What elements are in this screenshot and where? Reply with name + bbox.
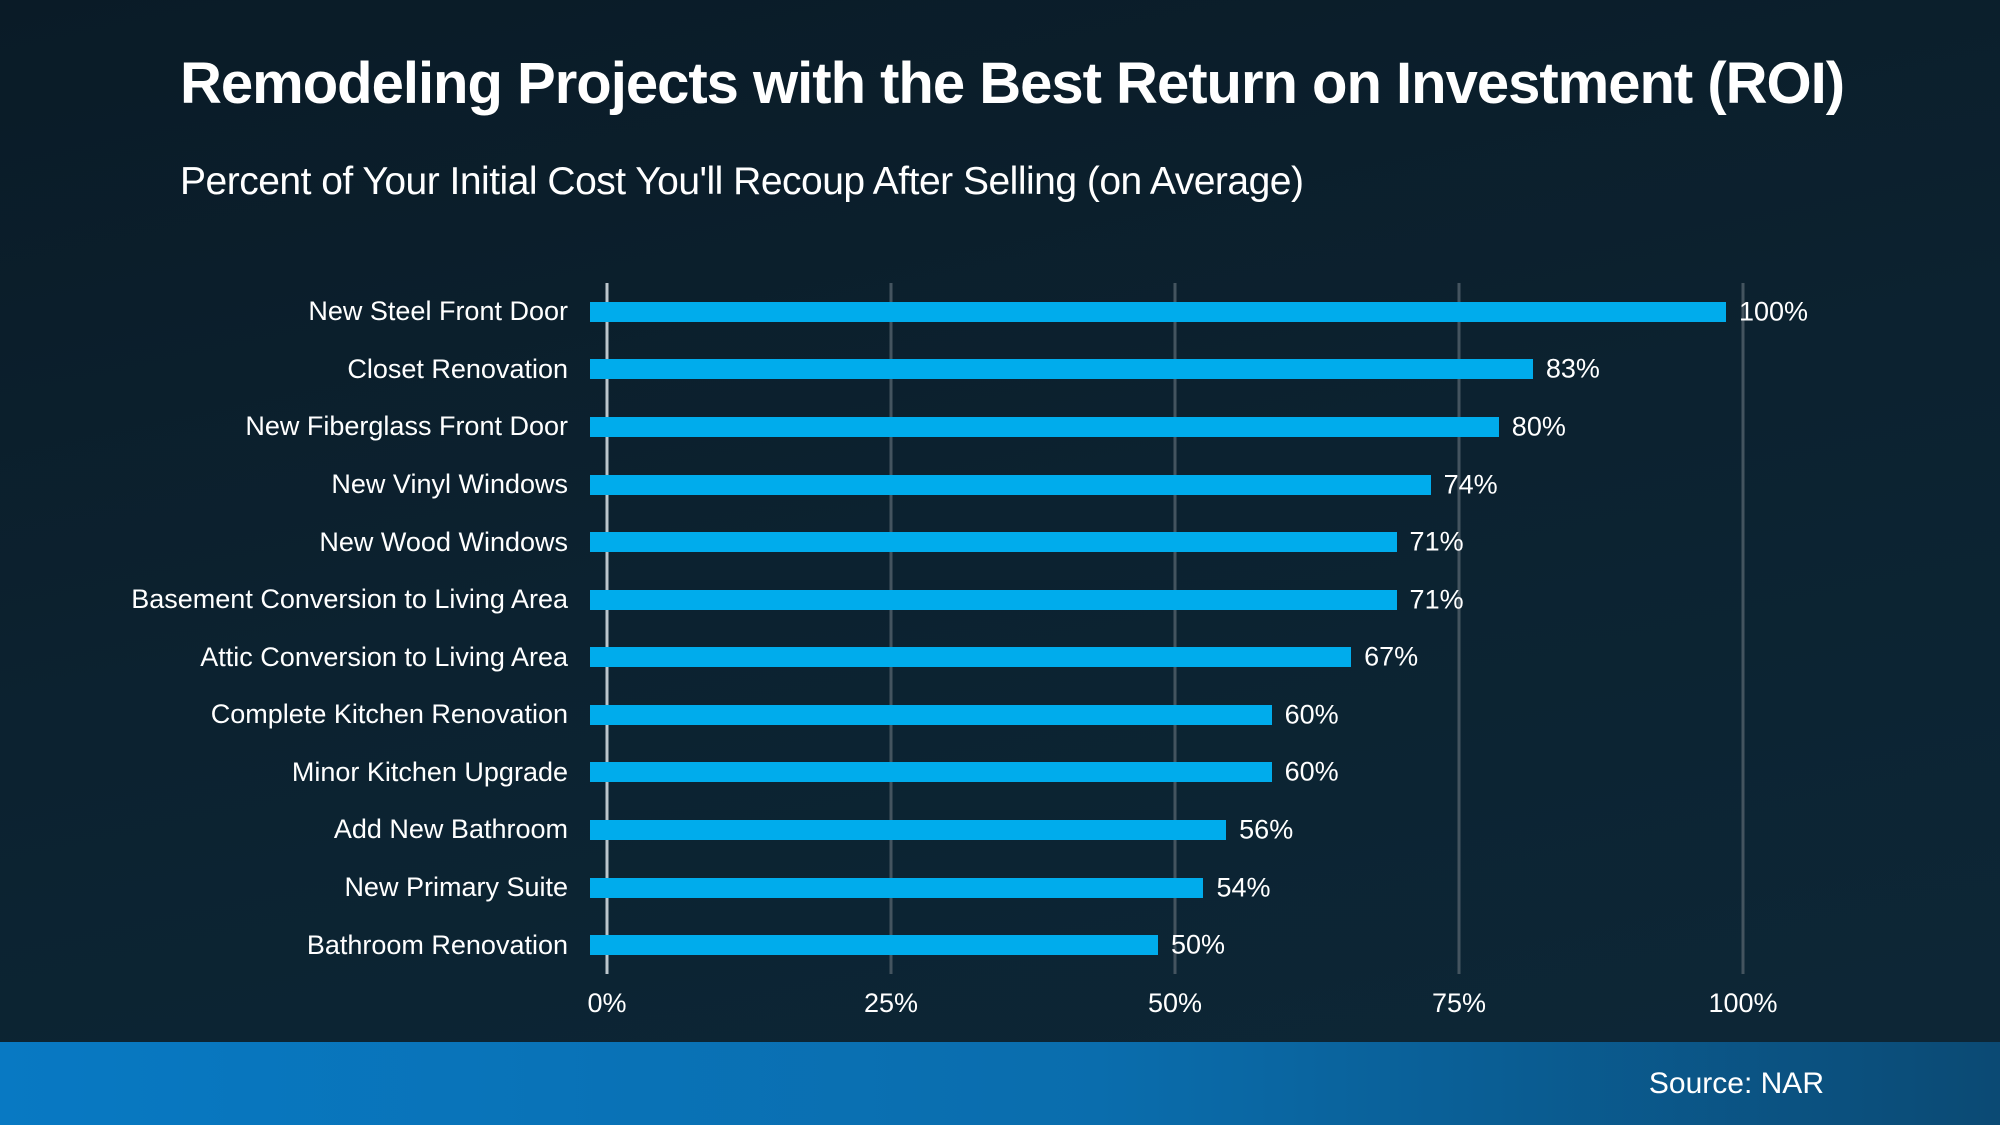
category-label: New Primary Suite (344, 872, 568, 903)
bar-track: 71% (588, 571, 1724, 629)
category-label: Closet Renovation (347, 353, 568, 384)
value-label: 100% (1739, 296, 1809, 327)
bar-track: 74% (588, 456, 1724, 514)
category-label: Complete Kitchen Renovation (210, 699, 568, 730)
category-label: New Vinyl Windows (331, 469, 568, 500)
bar-track: 56% (588, 801, 1724, 859)
bar-row: Bathroom Renovation 50% (0, 916, 2000, 974)
bar-track: 71% (588, 513, 1724, 571)
bar (590, 589, 1397, 610)
bar-row: Attic Conversion to Living Area 67% (0, 628, 2000, 686)
value-label: 80% (1511, 411, 1566, 442)
bar-track: 50% (588, 916, 1724, 974)
value-label: 54% (1216, 872, 1271, 903)
chart-title: Remodeling Projects with the Best Return… (180, 51, 1845, 116)
x-axis-tick-label: 100% (1708, 988, 1778, 1018)
x-axis-tick-label: 50% (1147, 988, 1203, 1018)
gridline (1457, 283, 1461, 974)
value-label: 60% (1284, 699, 1339, 730)
bar-track: 60% (588, 686, 1724, 744)
bar-row: New Wood Windows 71% (0, 513, 2000, 571)
bar (590, 359, 1533, 380)
bar-track: 83% (588, 341, 1724, 399)
category-label: Bathroom Renovation (306, 929, 568, 960)
category-label: New Steel Front Door (308, 296, 568, 327)
category-label: Add New Bathroom (333, 814, 568, 845)
bar (590, 762, 1272, 783)
gridline (889, 283, 893, 974)
bar-row: New Vinyl Windows 74% (0, 456, 2000, 514)
value-label: 83% (1545, 353, 1600, 384)
bar-rows: New Steel Front Door 100% Closet Renovat… (0, 283, 2000, 974)
bar-row: Add New Bathroom 56% (0, 801, 2000, 859)
bar-row: New Primary Suite 54% (0, 859, 2000, 917)
bar-row: Basement Conversion to Living Area 71% (0, 571, 2000, 629)
value-label: 74% (1443, 469, 1498, 500)
bar (590, 474, 1431, 495)
category-label: New Fiberglass Front Door (245, 411, 568, 442)
bar (590, 647, 1352, 668)
bar-row: Minor Kitchen Upgrade 60% (0, 744, 2000, 802)
source-label: Source: NAR (1648, 1066, 1824, 1100)
bar (590, 877, 1204, 898)
bar-track: 80% (588, 398, 1724, 456)
value-label: 50% (1171, 929, 1226, 960)
value-label: 56% (1239, 814, 1294, 845)
value-label: 67% (1364, 641, 1419, 672)
bar-row: New Fiberglass Front Door 80% (0, 398, 2000, 456)
bar-track: 60% (588, 744, 1724, 802)
bar-row: Complete Kitchen Renovation 60% (0, 686, 2000, 744)
bar-row: Closet Renovation 83% (0, 341, 2000, 399)
bar (590, 301, 1726, 322)
bar-track: 100% (588, 283, 1808, 341)
category-label: Minor Kitchen Upgrade (291, 756, 568, 787)
x-axis: 0% 25% 50% 75% 100% (587, 988, 1777, 1022)
value-label: 71% (1409, 584, 1464, 615)
footer-bar: Source: NAR (0, 1042, 2000, 1125)
x-axis-tick-label: 0% (587, 988, 627, 1018)
gridline (1741, 283, 1745, 974)
bar (590, 819, 1227, 840)
category-label: New Wood Windows (319, 526, 568, 557)
chart-subtitle: Percent of Your Initial Cost You'll Reco… (180, 160, 1304, 203)
y-axis-line (605, 283, 609, 974)
x-axis-tick-label: 25% (863, 988, 919, 1018)
bar (590, 532, 1397, 553)
category-label: Basement Conversion to Living Area (131, 584, 568, 615)
bar-track: 67% (588, 628, 1724, 686)
category-label: Attic Conversion to Living Area (200, 641, 568, 672)
bar-row: New Steel Front Door 100% (0, 283, 2000, 341)
bar-chart-plot (605, 283, 1745, 974)
bar (590, 416, 1499, 437)
x-axis-tick-label: 75% (1431, 988, 1487, 1018)
value-label: 60% (1284, 756, 1339, 787)
bar (590, 935, 1158, 956)
bar (590, 704, 1272, 725)
bar-track: 54% (588, 859, 1724, 917)
value-label: 71% (1409, 526, 1464, 557)
gridline (1173, 283, 1177, 974)
